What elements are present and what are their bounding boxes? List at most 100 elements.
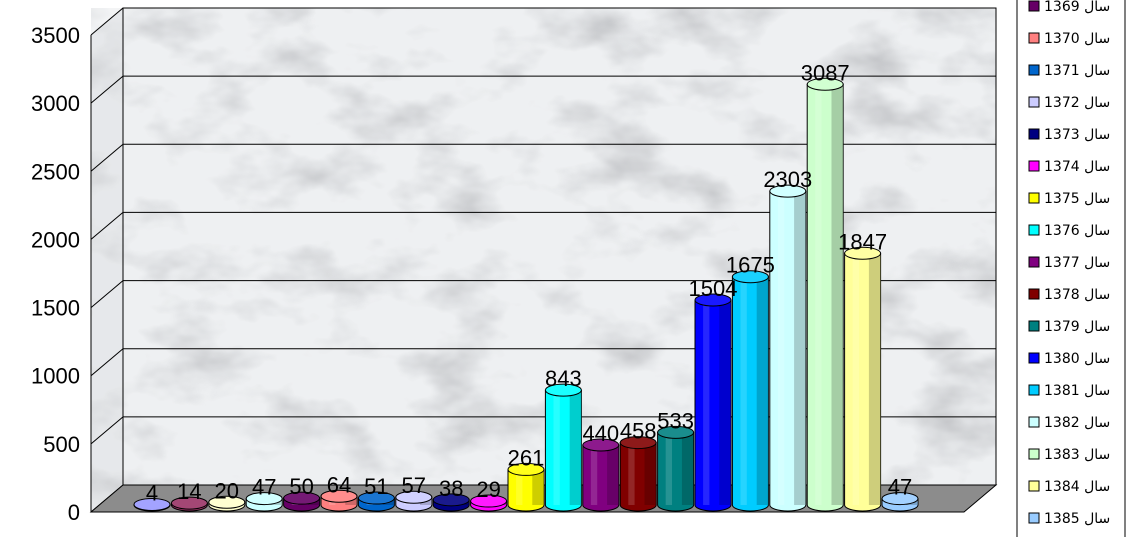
data-label: 29 [476, 477, 500, 502]
legend-swatch [1028, 512, 1040, 524]
data-label: 4 [146, 480, 158, 505]
bar [320, 489, 358, 512]
data-label: 843 [545, 366, 582, 391]
gridline-side [90, 75, 124, 104]
data-label: 64 [327, 472, 351, 497]
legend-label: سال 1375 [1044, 191, 1110, 207]
legend-swatch [1028, 160, 1040, 172]
bar [357, 491, 395, 512]
plot-left-wall [91, 8, 123, 512]
legend-item: سال 1384 [1028, 479, 1110, 495]
y-tick-label: 1500 [31, 296, 80, 321]
legend-item: سال 1376 [1028, 223, 1110, 239]
legend-swatch [1028, 96, 1040, 108]
bar [806, 77, 844, 512]
legend-label: سال 1380 [1044, 351, 1110, 367]
plot-back-wall [123, 8, 996, 485]
legend-item: سال 1382 [1028, 415, 1110, 431]
legend-label: سال 1371 [1044, 63, 1110, 79]
gridline-side [90, 348, 124, 377]
legend-item: سال 1381 [1028, 383, 1110, 399]
data-labels: 4 14 20 47 50 64 51 57 38 29 261 843 440 458 533 150416… [146, 60, 912, 505]
y-tick-label: 3500 [31, 23, 80, 48]
legend-item: سال 1383 [1028, 447, 1110, 463]
legend-item: سال 1370 [1028, 31, 1110, 47]
legend-swatch [1028, 224, 1040, 236]
legend-item: سال 1371 [1028, 63, 1110, 79]
legend-swatch [1028, 448, 1040, 460]
gridline-side [90, 143, 124, 172]
legend-swatch [1028, 416, 1040, 428]
data-label: 51 [364, 474, 388, 499]
legend-label: سال 1373 [1044, 127, 1110, 143]
bar [395, 490, 433, 512]
bar [208, 495, 246, 512]
gridline-side [90, 212, 124, 240]
y-tick-label: 1000 [31, 364, 80, 389]
bar [170, 496, 208, 512]
legend: سال 1369 سال 1370 سال 1371 سال 1372 سال 1373… [1016, 0, 1126, 537]
data-label: 14 [177, 479, 201, 504]
data-label: 1504 [689, 276, 738, 301]
legend-item: سال 1369 [1028, 0, 1110, 15]
legend-label: سال 1372 [1044, 95, 1110, 111]
y-tick-label: 0 [68, 500, 80, 525]
legend-label: سال 1384 [1044, 479, 1110, 495]
legend-label: سال 1376 [1044, 223, 1110, 239]
legend-item: سال 1380 [1028, 351, 1110, 367]
legend-item: سال 1375 [1028, 191, 1110, 207]
legend-label: سال 1374 [1044, 159, 1110, 175]
legend-swatch [1028, 128, 1040, 140]
legend-label: سال 1382 [1044, 415, 1110, 431]
legend-label: سال 1381 [1044, 383, 1110, 399]
data-label: 47 [888, 475, 912, 500]
bar [582, 438, 620, 512]
legend-swatch [1028, 384, 1040, 396]
bar [544, 383, 582, 512]
bar [507, 462, 545, 512]
data-label: 47 [252, 475, 276, 500]
legend-label: سال 1383 [1044, 447, 1110, 463]
bar [731, 270, 769, 512]
legend-swatch [1028, 64, 1040, 76]
gridline-side [90, 280, 124, 308]
y-tick-label: 3000 [31, 91, 80, 116]
data-label: 533 [657, 408, 694, 433]
legend-item: سال 1372 [1028, 95, 1110, 111]
bar [283, 491, 321, 512]
legend-item: سال 1379 [1028, 319, 1110, 335]
data-label: 440 [582, 421, 619, 446]
y-tick-label: 2500 [31, 159, 80, 184]
bar [694, 293, 732, 512]
bar [619, 436, 657, 512]
data-label: 2303 [763, 167, 812, 192]
legend-item: سال 1373 [1028, 127, 1110, 143]
legend-swatch [1028, 480, 1040, 492]
legend-swatch [1028, 256, 1040, 268]
legend-label: سال 1379 [1044, 319, 1110, 335]
bar [245, 492, 283, 512]
y-tick-label: 2000 [31, 227, 80, 252]
legend-label: سال 1369 [1044, 0, 1110, 15]
bar [844, 246, 882, 512]
y-tick-label: 500 [43, 432, 80, 457]
y-axis-ticks: 0 500 1000 1500 2000 2500 3000 3500 [31, 23, 80, 525]
legend-swatch [1028, 32, 1040, 44]
legend-item: سال 1378 [1028, 287, 1110, 303]
legend-swatch [1028, 192, 1040, 204]
bar [133, 497, 171, 512]
legend-label: سال 1385 [1044, 511, 1110, 527]
data-label: 3087 [801, 60, 850, 85]
legend-label: سال 1370 [1044, 31, 1110, 47]
data-label: 261 [508, 445, 545, 470]
legend-item: سال 1377 [1028, 255, 1110, 271]
legend-label: سال 1378 [1044, 287, 1110, 303]
bar [769, 184, 807, 512]
legend-swatch [1028, 288, 1040, 300]
legend-swatch [1028, 352, 1040, 364]
legend-item: سال 1374 [1028, 159, 1110, 175]
bar [657, 425, 695, 512]
bar [432, 493, 470, 512]
data-label: 38 [439, 476, 463, 501]
data-label: 458 [620, 419, 657, 444]
